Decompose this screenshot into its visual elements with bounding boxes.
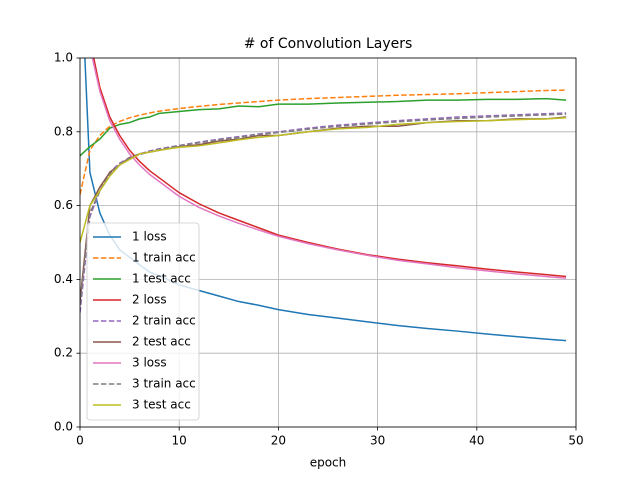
y-tick-label: 1.0: [54, 51, 73, 65]
legend-label: 1 test acc: [132, 272, 191, 286]
x-axis-label: epoch: [310, 456, 347, 470]
legend-box: [86, 222, 200, 421]
legend-label: 2 test acc: [132, 335, 191, 349]
x-tick-label: 20: [271, 434, 286, 448]
x-tick-label: 40: [469, 434, 484, 448]
chart-title: # of Convolution Layers: [244, 36, 413, 52]
y-tick-label: 0.6: [54, 198, 73, 212]
series-line: [80, 97, 567, 157]
y-tick-label: 0.8: [54, 124, 73, 138]
x-tick-label: 50: [568, 434, 583, 448]
legend-label: 2 loss: [132, 293, 167, 307]
legend-label: 2 train acc: [132, 314, 196, 328]
y-tick-label: 0.4: [54, 272, 73, 286]
y-tick-label: 0.0: [54, 420, 73, 434]
series-line: [91, 58, 567, 280]
legend-label: 3 train acc: [132, 377, 196, 391]
legend-label: 1 loss: [132, 230, 167, 244]
legend-label: 3 loss: [132, 356, 167, 370]
series-line: [92, 58, 567, 278]
x-tick-label: 30: [370, 434, 385, 448]
legend: 1 loss 1 train acc 1 test acc 2 loss 2 train…: [86, 222, 200, 421]
series-line: [80, 89, 567, 195]
x-tick-label: 0: [76, 434, 84, 448]
plot-frame: [79, 57, 577, 428]
y-tick-label: 0.2: [54, 346, 73, 360]
series-line: [80, 117, 567, 243]
legend-label: 1 train acc: [132, 251, 196, 265]
x-tick-label: 10: [172, 434, 187, 448]
legend-label: 3 test acc: [132, 398, 191, 412]
